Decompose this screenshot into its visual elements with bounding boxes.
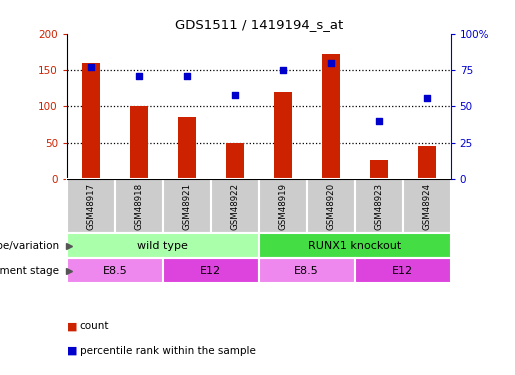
Text: GSM48918: GSM48918 <box>134 183 143 230</box>
Bar <box>355 179 403 233</box>
Point <box>374 118 383 124</box>
Text: GSM48923: GSM48923 <box>374 183 383 230</box>
Bar <box>226 143 244 179</box>
Text: GSM48920: GSM48920 <box>326 183 335 230</box>
Point <box>183 73 191 79</box>
Point <box>231 92 239 98</box>
Bar <box>418 147 436 179</box>
Bar <box>307 179 355 233</box>
Bar <box>163 258 259 283</box>
Text: GSM48919: GSM48919 <box>278 183 287 230</box>
Bar <box>403 179 451 233</box>
Bar <box>355 258 451 283</box>
Bar <box>178 117 196 179</box>
Text: E8.5: E8.5 <box>102 266 127 276</box>
Text: GSM48924: GSM48924 <box>422 183 431 230</box>
Bar <box>259 258 355 283</box>
Bar <box>130 106 148 179</box>
Text: ■: ■ <box>67 346 77 355</box>
Title: GDS1511 / 1419194_s_at: GDS1511 / 1419194_s_at <box>175 18 343 31</box>
Text: GSM48921: GSM48921 <box>182 183 192 230</box>
Text: GSM48917: GSM48917 <box>87 183 95 230</box>
Text: ■: ■ <box>67 321 77 331</box>
Bar <box>370 160 388 179</box>
Text: genotype/variation: genotype/variation <box>0 241 59 251</box>
Bar <box>67 233 259 258</box>
Text: GSM48922: GSM48922 <box>230 183 239 230</box>
Text: development stage: development stage <box>0 266 59 276</box>
Text: count: count <box>80 321 109 331</box>
Bar <box>82 63 100 179</box>
Text: RUNX1 knockout: RUNX1 knockout <box>308 241 401 251</box>
Text: E12: E12 <box>392 266 413 276</box>
Text: wild type: wild type <box>138 241 188 251</box>
Bar <box>273 92 292 179</box>
Text: percentile rank within the sample: percentile rank within the sample <box>80 346 256 355</box>
Bar <box>67 179 115 233</box>
Text: E12: E12 <box>200 266 221 276</box>
Bar <box>163 179 211 233</box>
Bar <box>115 179 163 233</box>
Bar <box>259 233 451 258</box>
Point <box>327 60 335 66</box>
Bar <box>259 179 307 233</box>
Bar <box>211 179 259 233</box>
Point <box>87 64 95 70</box>
Bar <box>67 258 163 283</box>
Bar <box>321 54 340 179</box>
Text: E8.5: E8.5 <box>295 266 319 276</box>
Point <box>279 67 287 73</box>
Point <box>422 95 431 101</box>
Point <box>135 73 143 79</box>
